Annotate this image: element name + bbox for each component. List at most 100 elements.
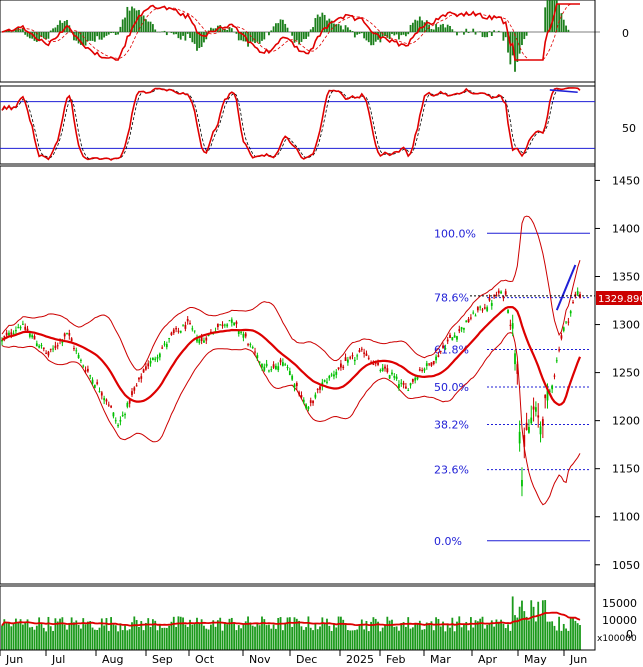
volume-tick-0: 0: [626, 628, 633, 641]
volume-bar: [207, 629, 210, 650]
volume-bar: [261, 616, 263, 650]
volume-bar: [488, 623, 491, 650]
momentum-hist-bar: [328, 18, 331, 32]
volume-bar: [147, 618, 150, 650]
candle-body: [372, 364, 375, 366]
momentum-hist-bar: [384, 32, 386, 36]
momentum-hist-bar: [47, 32, 50, 39]
volume-bar: [391, 619, 393, 650]
volume-bar: [405, 626, 407, 650]
candle-body: [360, 348, 363, 350]
lower-band: [1, 332, 581, 506]
volume-bar: [114, 625, 117, 650]
momentum-hist-bar: [407, 32, 410, 35]
volume-bar: [432, 630, 435, 650]
momentum-hist-bar: [61, 22, 64, 32]
candle-body: [328, 376, 331, 379]
price-tick-1400: 1400: [612, 222, 640, 235]
volume-bar: [258, 625, 261, 650]
volume-bar: [45, 631, 48, 650]
candle-body: [172, 329, 175, 334]
momentum-hist-bar: [179, 32, 182, 40]
volume-bar: [198, 623, 201, 650]
volume-bar: [483, 628, 486, 650]
momentum-hist-bar: [409, 24, 412, 32]
candle-body: [128, 400, 131, 404]
momentum-hist-bar: [228, 27, 231, 32]
candle-body: [437, 355, 440, 357]
candle-body: [184, 324, 187, 329]
momentum-hist-bar: [463, 32, 465, 35]
momentum-hist-bar: [544, 7, 547, 32]
volume-bar: [302, 629, 305, 650]
volume-bar: [277, 617, 280, 650]
candle-body: [555, 360, 558, 362]
volume-bar: [377, 621, 379, 650]
momentum-hist-bar: [124, 17, 126, 32]
volume-bar: [579, 625, 581, 650]
momentum-hist-bar: [360, 32, 363, 34]
volume-bar: [191, 624, 194, 650]
momentum-signal-line: [1, 3, 580, 61]
osc-trend-line: [549, 89, 578, 94]
volume-bar: [77, 624, 80, 650]
momentum-hist-bar: [405, 32, 407, 37]
volume-bar: [138, 626, 140, 650]
momentum-hist-bar: [363, 32, 366, 39]
candle-body: [133, 387, 136, 391]
volume-bar: [24, 622, 27, 650]
candle-body: [402, 382, 405, 385]
volume-bar: [476, 621, 479, 650]
momentum-hist-bar: [219, 25, 222, 32]
candle-body: [80, 359, 82, 361]
candle-body: [45, 352, 48, 354]
momentum-hist-bar: [40, 32, 43, 37]
momentum-hist-bar: [80, 32, 82, 45]
price-tick-1100: 1100: [612, 511, 640, 524]
volume-bar: [61, 617, 64, 650]
momentum-hist-bar: [147, 21, 150, 32]
volume-bar: [272, 624, 275, 650]
volume-bar: [532, 606, 535, 650]
momentum-hist-bar: [100, 32, 103, 40]
candle-body: [439, 350, 442, 352]
momentum-hist-bar: [372, 32, 375, 46]
candle-body: [523, 435, 526, 447]
candle-body: [444, 348, 447, 350]
volume-bar: [507, 624, 509, 650]
candle-body: [442, 345, 444, 349]
candle-body: [532, 406, 535, 410]
candle-body: [511, 323, 514, 329]
volume-bar: [291, 626, 294, 650]
trend-line: [555, 264, 577, 311]
volume-bar: [565, 628, 567, 650]
candle-body: [61, 340, 64, 343]
volume-bar: [189, 619, 191, 650]
volume-bar: [539, 616, 542, 650]
volume-bar: [330, 630, 333, 650]
volume-bar: [182, 617, 184, 650]
oscillator-50-label: 50: [622, 122, 636, 135]
candle-body: [242, 333, 245, 338]
momentum-hist-bar: [121, 19, 124, 32]
candle-body: [156, 357, 159, 359]
momentum-hist-bar: [428, 24, 431, 32]
candle-body: [158, 353, 161, 358]
candle-body: [126, 403, 129, 407]
volume-bar: [516, 617, 519, 650]
volume-bar: [567, 630, 570, 650]
volume-bar: [323, 623, 326, 650]
candle-body: [430, 362, 433, 366]
volume-bar: [293, 617, 296, 650]
volume-bar: [569, 616, 572, 650]
momentum-hist-bar: [142, 15, 145, 32]
momentum-hist-bar: [293, 32, 296, 43]
volume-bar: [353, 630, 356, 650]
volume-bar: [3, 619, 6, 650]
candle-body: [221, 324, 224, 327]
momentum-hist-bar: [337, 24, 340, 32]
volume-bar: [80, 628, 82, 650]
momentum-hist-bar: [42, 32, 45, 39]
candle-body: [114, 420, 117, 422]
